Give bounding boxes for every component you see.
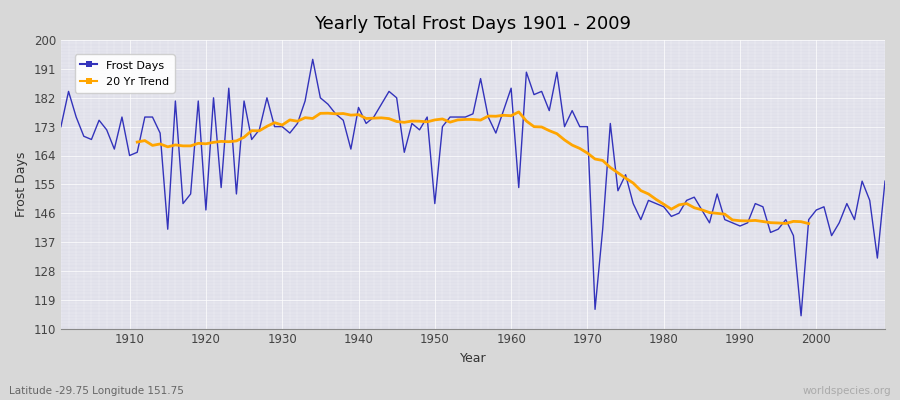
X-axis label: Year: Year [460,352,486,365]
Text: worldspecies.org: worldspecies.org [803,386,891,396]
Y-axis label: Frost Days: Frost Days [15,152,28,217]
Legend: Frost Days, 20 Yr Trend: Frost Days, 20 Yr Trend [75,54,175,92]
Title: Yearly Total Frost Days 1901 - 2009: Yearly Total Frost Days 1901 - 2009 [314,15,632,33]
Text: Latitude -29.75 Longitude 151.75: Latitude -29.75 Longitude 151.75 [9,386,184,396]
